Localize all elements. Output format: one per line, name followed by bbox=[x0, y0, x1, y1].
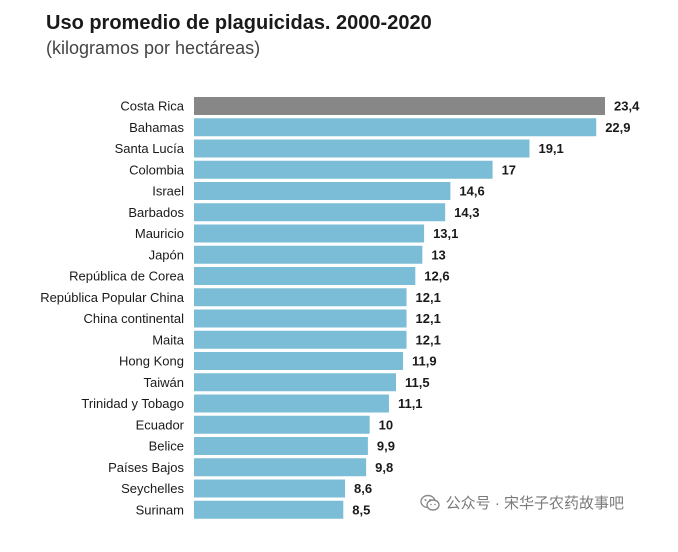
category-label: Hong Kong bbox=[119, 354, 184, 369]
category-label: Barbados bbox=[128, 205, 184, 220]
bar bbox=[194, 373, 396, 392]
value-label: 13 bbox=[431, 247, 445, 262]
category-label: República de Corea bbox=[69, 269, 185, 284]
value-label: 8,6 bbox=[354, 481, 372, 496]
bar bbox=[194, 203, 446, 222]
value-label: 12,1 bbox=[416, 290, 441, 305]
category-label: Taiwán bbox=[144, 375, 184, 390]
value-label: 14,6 bbox=[459, 184, 484, 199]
watermark-text: 公众号 · 宋华子农药故事吧 bbox=[445, 495, 624, 512]
bar bbox=[194, 97, 605, 115]
bar bbox=[194, 437, 368, 455]
category-label: Ecuador bbox=[136, 417, 185, 432]
value-label: 13,1 bbox=[433, 226, 458, 241]
watermark: 公众号 · 宋华子农药故事吧 bbox=[419, 492, 624, 513]
bar bbox=[194, 309, 407, 328]
category-label: Israel bbox=[152, 184, 184, 199]
value-label: 22,9 bbox=[605, 120, 630, 135]
bar bbox=[194, 458, 367, 477]
bar bbox=[194, 415, 370, 434]
category-label: Colombia bbox=[129, 162, 185, 177]
bar bbox=[194, 245, 423, 264]
value-label: 12,1 bbox=[416, 332, 441, 347]
value-label: 9,9 bbox=[377, 439, 395, 454]
bar bbox=[194, 479, 346, 498]
bar bbox=[194, 160, 493, 179]
value-label: 12,1 bbox=[416, 311, 441, 326]
wechat-icon bbox=[419, 494, 440, 511]
bar bbox=[194, 139, 530, 158]
bar bbox=[194, 500, 344, 519]
value-label: 19,1 bbox=[538, 141, 563, 156]
category-label: Bahamas bbox=[129, 120, 184, 135]
value-label: 11,1 bbox=[398, 396, 423, 411]
value-label: 9,8 bbox=[375, 460, 393, 475]
value-label: 14,3 bbox=[454, 205, 479, 220]
chart-subtitle: (kilogramos por hectáreas) bbox=[46, 38, 261, 58]
chart-title: Uso promedio de plaguicidas. 2000-2020 bbox=[46, 12, 432, 34]
bar bbox=[194, 267, 416, 285]
category-label: Maita bbox=[152, 332, 185, 347]
category-label: Belice bbox=[149, 439, 184, 454]
bar bbox=[194, 352, 404, 370]
value-label: 23,4 bbox=[614, 99, 640, 114]
category-label: República Popular China bbox=[40, 290, 185, 305]
value-label: 11,9 bbox=[412, 354, 437, 369]
value-label: 17 bbox=[502, 162, 516, 177]
category-label: Países Bajos bbox=[108, 460, 184, 475]
value-label: 11,5 bbox=[405, 375, 430, 390]
category-label: Costa Rica bbox=[120, 99, 184, 114]
bar bbox=[194, 118, 597, 137]
category-label: Surinam bbox=[136, 502, 184, 517]
bar bbox=[194, 182, 451, 200]
category-label: Santa Lucía bbox=[115, 141, 185, 156]
category-label: China continental bbox=[84, 311, 185, 326]
value-label: 10 bbox=[379, 417, 393, 432]
bar bbox=[194, 330, 407, 349]
category-label: Japón bbox=[149, 247, 184, 262]
value-label: 12,6 bbox=[424, 269, 449, 284]
bar bbox=[194, 288, 407, 307]
category-label: Seychelles bbox=[121, 481, 184, 496]
bar bbox=[194, 394, 389, 413]
bar bbox=[194, 224, 425, 243]
category-label: Mauricio bbox=[135, 226, 184, 241]
value-label: 8,5 bbox=[352, 502, 370, 517]
category-label: Trinidad y Tobago bbox=[81, 396, 184, 411]
